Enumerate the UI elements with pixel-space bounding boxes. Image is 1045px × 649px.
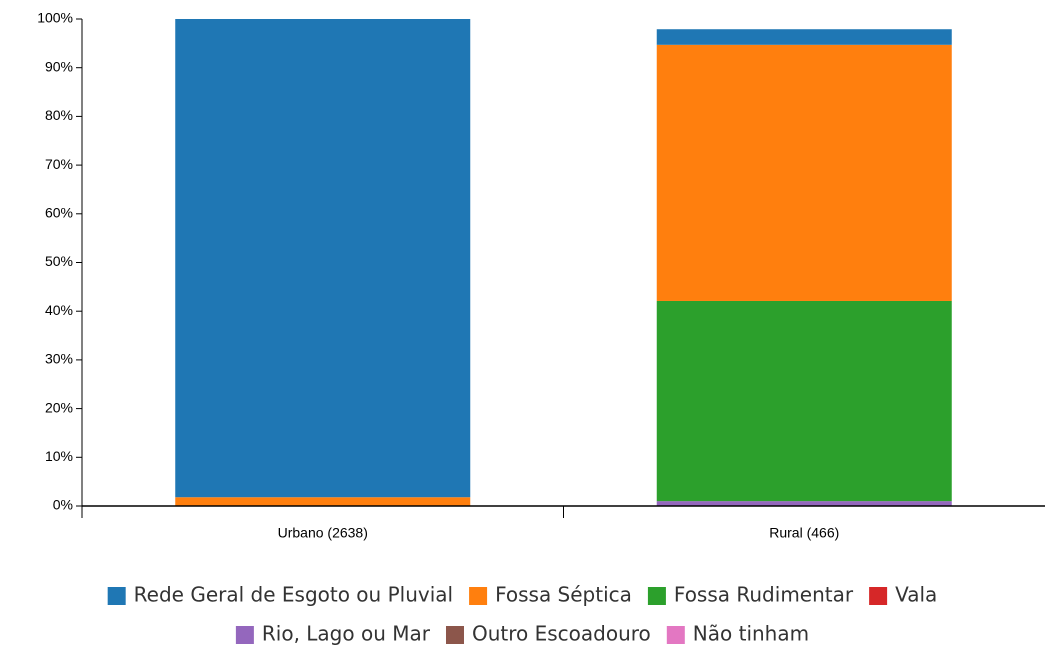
- legend-swatch: [647, 587, 666, 605]
- y-tick-label: 20%: [45, 399, 73, 415]
- bar-segment: [175, 497, 471, 506]
- legend-label: Rede Geral de Esgoto ou Pluvial: [134, 583, 453, 607]
- legend-label: Fossa Séptica: [495, 583, 632, 607]
- y-tick-label: 50%: [45, 253, 73, 269]
- y-tick-label: 70%: [45, 156, 73, 172]
- legend-label: Não tinham: [693, 622, 809, 646]
- y-tick-label: 10%: [45, 448, 73, 464]
- legend-label: Fossa Rudimentar: [674, 583, 854, 607]
- bar-segment: [656, 44, 952, 301]
- legend-swatch: [445, 626, 464, 644]
- y-tick-label: 90%: [45, 58, 73, 74]
- y-tick-label: 40%: [45, 302, 73, 318]
- y-tick-label: 100%: [37, 10, 73, 26]
- legend-swatch: [469, 587, 488, 605]
- legend-label: Rio, Lago ou Mar: [262, 622, 431, 646]
- y-tick-label: 80%: [45, 107, 73, 123]
- legend-swatch: [107, 587, 126, 605]
- bar-segment: [175, 19, 471, 498]
- y-tick-label: 0%: [53, 497, 73, 513]
- bar-segment: [656, 29, 952, 45]
- legend-swatch: [869, 587, 888, 605]
- legend-label: Outro Escoadouro: [472, 622, 651, 646]
- x-tick-label: Urbano (2638): [278, 525, 368, 541]
- legend-swatch: [235, 626, 254, 644]
- bar-segment: [656, 300, 952, 502]
- legend-label: Vala: [895, 583, 937, 607]
- legend-swatch: [666, 626, 685, 644]
- y-tick-label: 60%: [45, 205, 73, 221]
- x-tick-label: Rural (466): [769, 525, 839, 541]
- bar-segment: [656, 501, 952, 506]
- y-tick-label: 30%: [45, 351, 73, 367]
